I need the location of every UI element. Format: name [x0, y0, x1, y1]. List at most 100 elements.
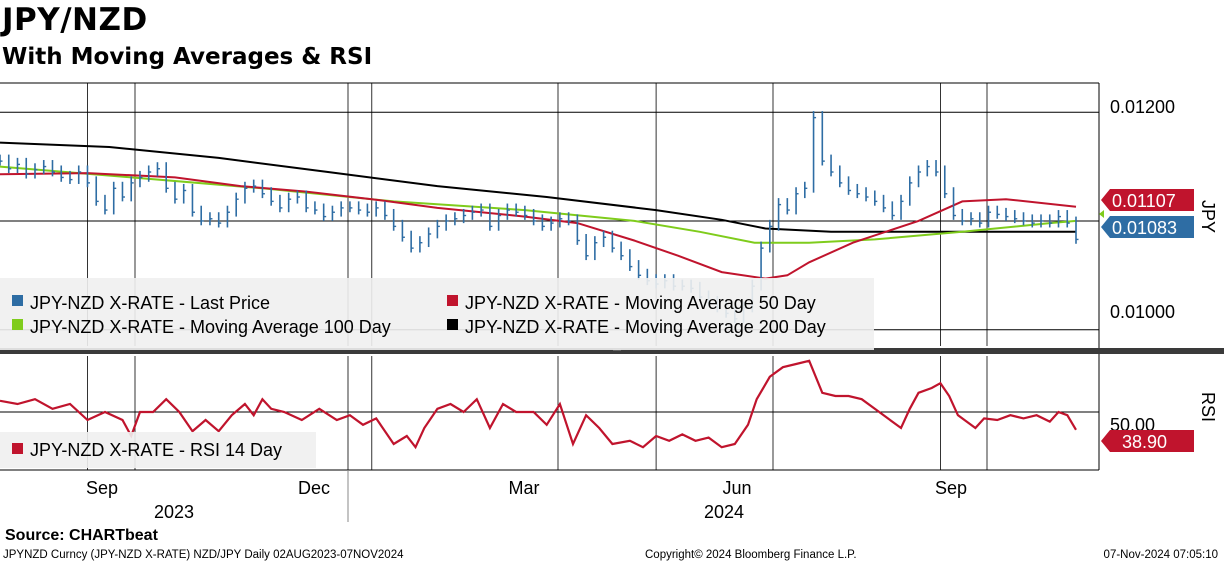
- price-bar: [60, 165, 64, 182]
- price-bar: [121, 181, 125, 202]
- price-bar: [515, 203, 519, 217]
- x-tick-label: Mar: [509, 478, 540, 498]
- price-bar: [0, 154, 3, 166]
- price-bar: [978, 212, 983, 228]
- price-bar: [86, 165, 90, 188]
- price-bar: [305, 190, 309, 213]
- year-label: 2023: [154, 502, 194, 522]
- tag-ma100-marker: [1099, 210, 1104, 218]
- price-bar: [7, 154, 12, 174]
- price-bar: [244, 181, 248, 204]
- year-label: 2024: [704, 502, 744, 522]
- footer-ticker: JPYNZD Curncy (JPY-NZD X-RATE) NZD/JPY D…: [3, 549, 404, 561]
- price-bar: [769, 219, 773, 253]
- price-bar: [926, 160, 930, 177]
- series-line-ma200: [0, 141, 1076, 233]
- price-bar: [900, 194, 904, 220]
- price-bar: [427, 227, 432, 248]
- grid-lines: [0, 83, 1099, 470]
- price-bar: [1013, 210, 1018, 224]
- price-bar: [25, 157, 29, 179]
- price-bar: [209, 212, 213, 226]
- price-bar: [410, 230, 414, 253]
- price-bar: [182, 183, 187, 204]
- price-bar: [357, 201, 362, 215]
- legend-swatch-last-price: [12, 295, 23, 306]
- price-bar: [235, 192, 239, 217]
- price-bar: [943, 165, 948, 199]
- price-bar: [891, 201, 895, 220]
- price-bar: [1075, 216, 1079, 244]
- price-bar: [51, 160, 55, 177]
- price-bar: [462, 208, 467, 224]
- price-bar: [366, 203, 370, 217]
- rsi-line: [0, 359, 1077, 450]
- price-bar: [550, 216, 554, 231]
- price-bar: [139, 170, 143, 188]
- price-bar: [786, 198, 790, 215]
- price-bar: [865, 187, 869, 202]
- price-bar: [252, 179, 257, 193]
- price-bar: [559, 212, 563, 228]
- chart-subtitle: With Moving Averages & RSI: [2, 44, 373, 70]
- price-bar: [454, 212, 458, 226]
- price-bar: [830, 154, 834, 177]
- price-bar: [777, 198, 782, 231]
- price-bar: [602, 230, 607, 248]
- rsi-legend: JPY-NZD X-RATE - RSI 14 Day: [0, 432, 316, 468]
- price-bar: [1040, 214, 1044, 228]
- footer-copyright: Copyright© 2024 Bloomberg Finance L.P.: [645, 549, 857, 561]
- x-tick-label: Dec: [298, 478, 330, 498]
- panel-separator[interactable]: [0, 348, 1224, 354]
- price-bar: [489, 203, 493, 231]
- price-bar: [996, 205, 1000, 219]
- price-bar: [987, 205, 992, 228]
- price-bar: [130, 176, 134, 202]
- price-bar: [104, 194, 108, 215]
- price-bar: [629, 249, 633, 271]
- price-bar: [69, 170, 73, 184]
- price-bar: [917, 165, 922, 188]
- price-bar: [401, 219, 405, 242]
- price-bar: [532, 208, 537, 226]
- tag-last-price: 0.01083: [1101, 216, 1194, 238]
- y-tick-label: 0.01000: [1110, 302, 1175, 322]
- price-bar: [952, 187, 957, 220]
- rsi-axis-label: RSI: [1198, 392, 1218, 422]
- source-note: Source: CHARTbeat: [5, 527, 158, 544]
- price-bar: [392, 208, 397, 231]
- price-bar: [839, 165, 843, 188]
- price-bar: [541, 214, 545, 231]
- price-bar: [77, 165, 82, 184]
- price-bar: [42, 160, 47, 175]
- price-bar: [812, 111, 817, 193]
- frame: [0, 82, 1224, 522]
- price-bar: [112, 181, 117, 215]
- price-bar: [611, 230, 615, 253]
- x-tick-label: Sep: [86, 478, 118, 498]
- price-bar: [576, 214, 580, 245]
- price-bar: [804, 181, 808, 199]
- price-bar: [436, 219, 440, 239]
- price-bar: [970, 212, 974, 226]
- price-bar: [908, 176, 913, 206]
- price-bar: [331, 205, 335, 221]
- legend-last-price: JPY-NZD X-RATE - Last Price: [30, 293, 270, 313]
- price-bar: [375, 201, 379, 217]
- price-bar: [506, 203, 510, 220]
- svg-text:38.90: 38.90: [1122, 432, 1167, 452]
- price-bar: [287, 192, 292, 213]
- svg-text:0.01083: 0.01083: [1112, 218, 1177, 238]
- rsi-panel: [0, 359, 1077, 450]
- price-bar: [16, 157, 20, 174]
- price-bar: [419, 236, 423, 253]
- y-tick-label: 0.01200: [1110, 97, 1175, 117]
- price-bar: [882, 194, 887, 213]
- price-bar: [1022, 212, 1027, 226]
- price-bar: [935, 160, 939, 177]
- price-bar: [340, 201, 344, 217]
- price-bar: [200, 205, 204, 226]
- price-bar: [174, 181, 178, 204]
- price-axis-label: JPY: [1198, 200, 1218, 233]
- legend-rsi: JPY-NZD X-RATE - RSI 14 Day: [30, 440, 282, 460]
